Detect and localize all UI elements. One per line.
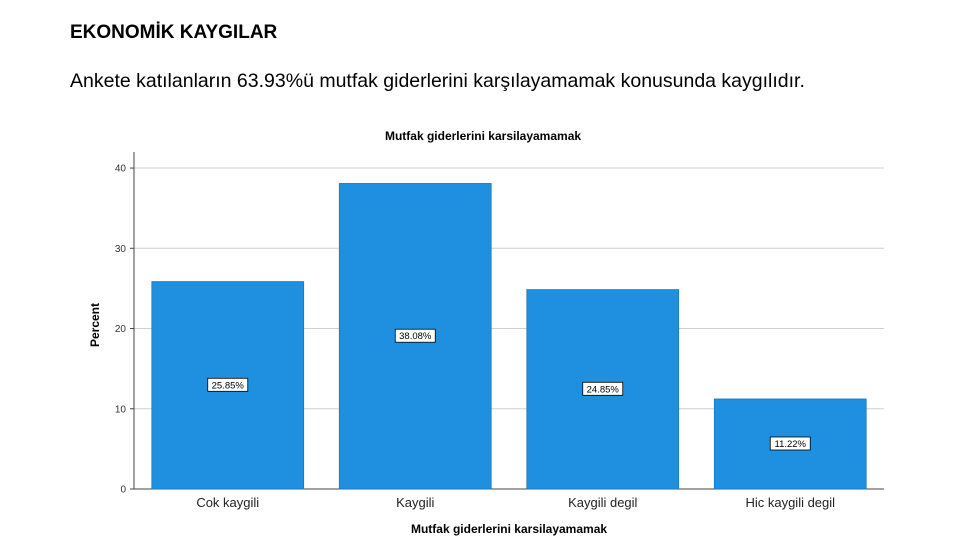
- y-tick-label-2: 20: [115, 324, 127, 335]
- bar-label-box-2: [582, 381, 624, 396]
- x-axis-label: Mutfak giderlerini karsilayamamak: [411, 522, 607, 536]
- bar-label-box-1: [394, 328, 436, 343]
- document-heading: EKONOMİK KAYGILAR: [70, 22, 278, 43]
- x-category-label-0: Cok kaygili: [196, 495, 259, 510]
- bar-data-label-1: 38.08%: [399, 331, 432, 342]
- x-category-label-3: Hic kaygili degil: [745, 495, 835, 510]
- x-category-label-1: Kaygili: [396, 495, 434, 510]
- bar-data-label-3: 11.22%: [774, 439, 806, 450]
- y-tick-label-4: 40: [115, 164, 127, 175]
- y-tick-label-0: 0: [120, 485, 126, 496]
- y-tick-label-3: 30: [115, 244, 127, 255]
- bars: 25.85% 38.08% 24.85% 11.22%: [151, 183, 867, 490]
- x-axis-categories: Cok kaygili Kaygili Kaygili degil Hic kaygi…: [196, 495, 835, 510]
- y-tick-label-1: 10: [115, 404, 127, 415]
- bar-data-label-0: 25.85%: [212, 380, 245, 391]
- bar-label-box-3: [769, 436, 811, 451]
- x-category-label-2: Kaygili degil: [568, 495, 637, 510]
- y-axis-label: Percent: [88, 303, 102, 347]
- y-axis-ticks: 0 10 20 30 40: [115, 152, 135, 496]
- bar-data-label-2: 24.85%: [587, 384, 620, 395]
- chart-title: Mutfak giderlerini karsilayamamak: [385, 129, 581, 143]
- bar-label-box-0: [207, 377, 249, 392]
- document-summary: Ankete katılanların 63.93%ü mutfak gider…: [70, 70, 805, 92]
